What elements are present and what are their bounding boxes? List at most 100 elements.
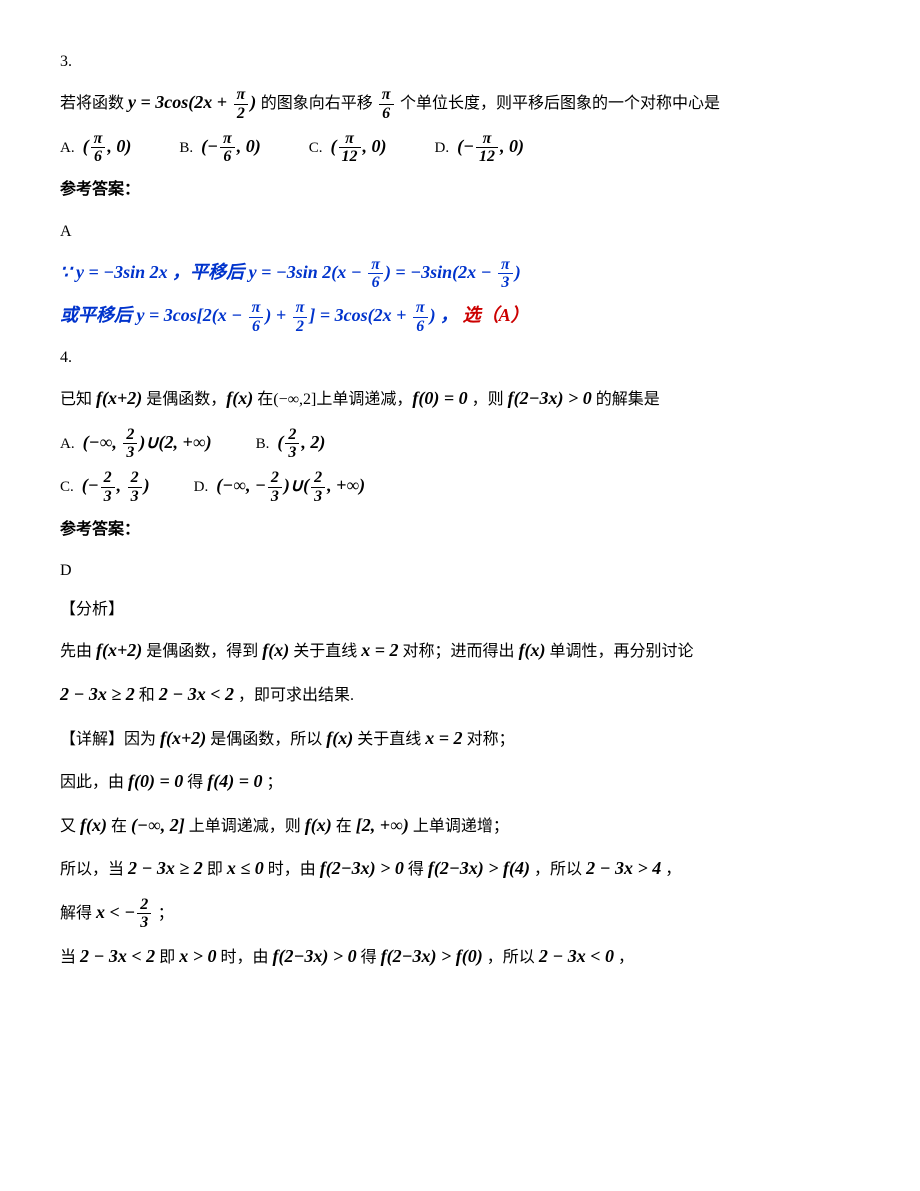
formula: f(x+2): [96, 388, 142, 408]
option-value: (−∞, 23)∪(2, +∞): [83, 432, 212, 452]
numerator: π: [234, 86, 249, 105]
option-value: (−π6, 0): [201, 136, 261, 156]
text: ，则: [468, 391, 508, 408]
option-c: C. (π12, 0): [309, 127, 387, 167]
text: 因为: [124, 731, 160, 748]
denominator: 12: [339, 148, 361, 166]
fraction: π6: [91, 130, 106, 166]
analysis-line1: 先由 f(x+2) 是偶函数，得到 f(x) 关于直线 x = 2 对称；进而得…: [60, 631, 860, 671]
formula: x > 0: [179, 946, 216, 966]
formula: x < −23: [96, 902, 158, 922]
numerator: π: [220, 130, 235, 149]
part: , 0): [500, 136, 524, 156]
fraction: π6: [413, 299, 428, 335]
denominator: 6: [249, 318, 264, 336]
formula: f(0) = 0: [412, 388, 467, 408]
part: (−∞,: [83, 432, 122, 452]
text: 的解集是: [592, 391, 660, 408]
part: ] = 3cos(2x +: [309, 305, 411, 325]
option-value: (23, 2): [277, 432, 325, 452]
q4-options-row1: A. (−∞, 23)∪(2, +∞) B. (23, 2): [60, 423, 860, 463]
formula: 2 − 3x > 4: [586, 858, 661, 878]
formula: f(x): [262, 640, 289, 660]
part: x < −: [96, 902, 135, 922]
part: y = −3sin 2(x −: [249, 262, 367, 282]
option-c: C. (−23, 23): [60, 466, 150, 506]
formula: y = 3cos(2x + π2): [128, 92, 261, 112]
part: ∵ y = −3sin 2x ，平移后: [60, 262, 249, 282]
formula: f(x): [305, 815, 332, 835]
part: ): [144, 475, 150, 495]
text: 是偶函数，所以: [206, 731, 326, 748]
option-label: A.: [60, 436, 75, 452]
denominator: 3: [268, 488, 282, 506]
fraction: π6: [379, 86, 394, 122]
denominator: 3: [137, 914, 151, 932]
text: 对称；: [463, 731, 515, 748]
formula: [2, +∞): [356, 815, 409, 835]
numerator: 2: [285, 426, 299, 445]
option-d: D. (−π12, 0): [435, 127, 525, 167]
fraction: π6: [220, 130, 235, 166]
answer-label: 参考答案：: [60, 512, 860, 547]
q4-number: 4.: [60, 340, 860, 375]
option-value: (π12, 0): [331, 136, 387, 156]
denominator: 6: [91, 148, 106, 166]
numerator: π: [293, 299, 308, 318]
formula: x ≤ 0: [227, 858, 264, 878]
part: ): [250, 92, 256, 112]
text: 在: [107, 818, 131, 835]
text: ，即可求出结果.: [234, 687, 354, 704]
formula: f(x): [326, 728, 353, 748]
part: (−: [201, 136, 218, 156]
part: (: [331, 136, 337, 156]
option-label: A.: [60, 140, 75, 156]
text: 上单调递增；: [409, 818, 509, 835]
text: ，所以: [530, 861, 586, 878]
formula: x = 2: [361, 640, 398, 660]
text: 即: [155, 949, 179, 966]
formula: f(x): [519, 640, 546, 660]
fraction: π3: [498, 256, 513, 292]
formula: f(0) = 0: [128, 771, 183, 791]
detail-label: 【详解】: [60, 731, 124, 748]
denominator: 2: [293, 318, 308, 336]
formula: f(x+2): [96, 640, 142, 660]
part: (: [83, 136, 89, 156]
part: (−: [82, 475, 99, 495]
fraction: 23: [311, 469, 325, 505]
fraction: π2: [293, 299, 308, 335]
part: , +∞): [327, 475, 365, 495]
part: (−∞, −: [216, 475, 266, 495]
text: 时，由: [216, 949, 272, 966]
option-label: D.: [194, 479, 209, 495]
option-b: B. (−π6, 0): [179, 127, 260, 167]
numerator: π: [498, 256, 513, 275]
option-label: B.: [179, 140, 193, 156]
q3-stem: 若将函数 y = 3cos(2x + π2) 的图象向右平移 π6 个单位长度，…: [60, 83, 860, 123]
denominator: 12: [476, 148, 498, 166]
detail-line: 当 2 − 3x < 2 即 x > 0 时，由 f(2−3x) > 0 得 f…: [60, 937, 860, 977]
text: 时，由: [264, 861, 320, 878]
denominator: 6: [368, 274, 383, 292]
part: , 0): [363, 136, 387, 156]
text: 若将函数: [60, 95, 128, 112]
text: 又: [60, 818, 80, 835]
q3-options: A. (π6, 0) B. (−π6, 0) C. (π12, 0) D. (−…: [60, 127, 860, 167]
text: ，: [614, 949, 634, 966]
formula: f(2−3x) > 0: [272, 946, 356, 966]
text: 的图象向右平移: [261, 95, 377, 112]
text: 先由: [60, 643, 96, 660]
denominator: 3: [311, 488, 325, 506]
numerator: 2: [101, 469, 115, 488]
formula: 2 − 3x < 2: [159, 684, 234, 704]
numerator: π: [379, 86, 394, 105]
part: y = 3cos[2(x −: [137, 305, 247, 325]
formula: f(x): [80, 815, 107, 835]
fraction: 23: [123, 426, 137, 462]
denominator: 3: [128, 488, 142, 506]
fraction: π12: [476, 130, 498, 166]
formula: f(x+2): [160, 728, 206, 748]
text: ；: [158, 905, 174, 922]
formula: 2 − 3x ≥ 2: [60, 684, 135, 704]
